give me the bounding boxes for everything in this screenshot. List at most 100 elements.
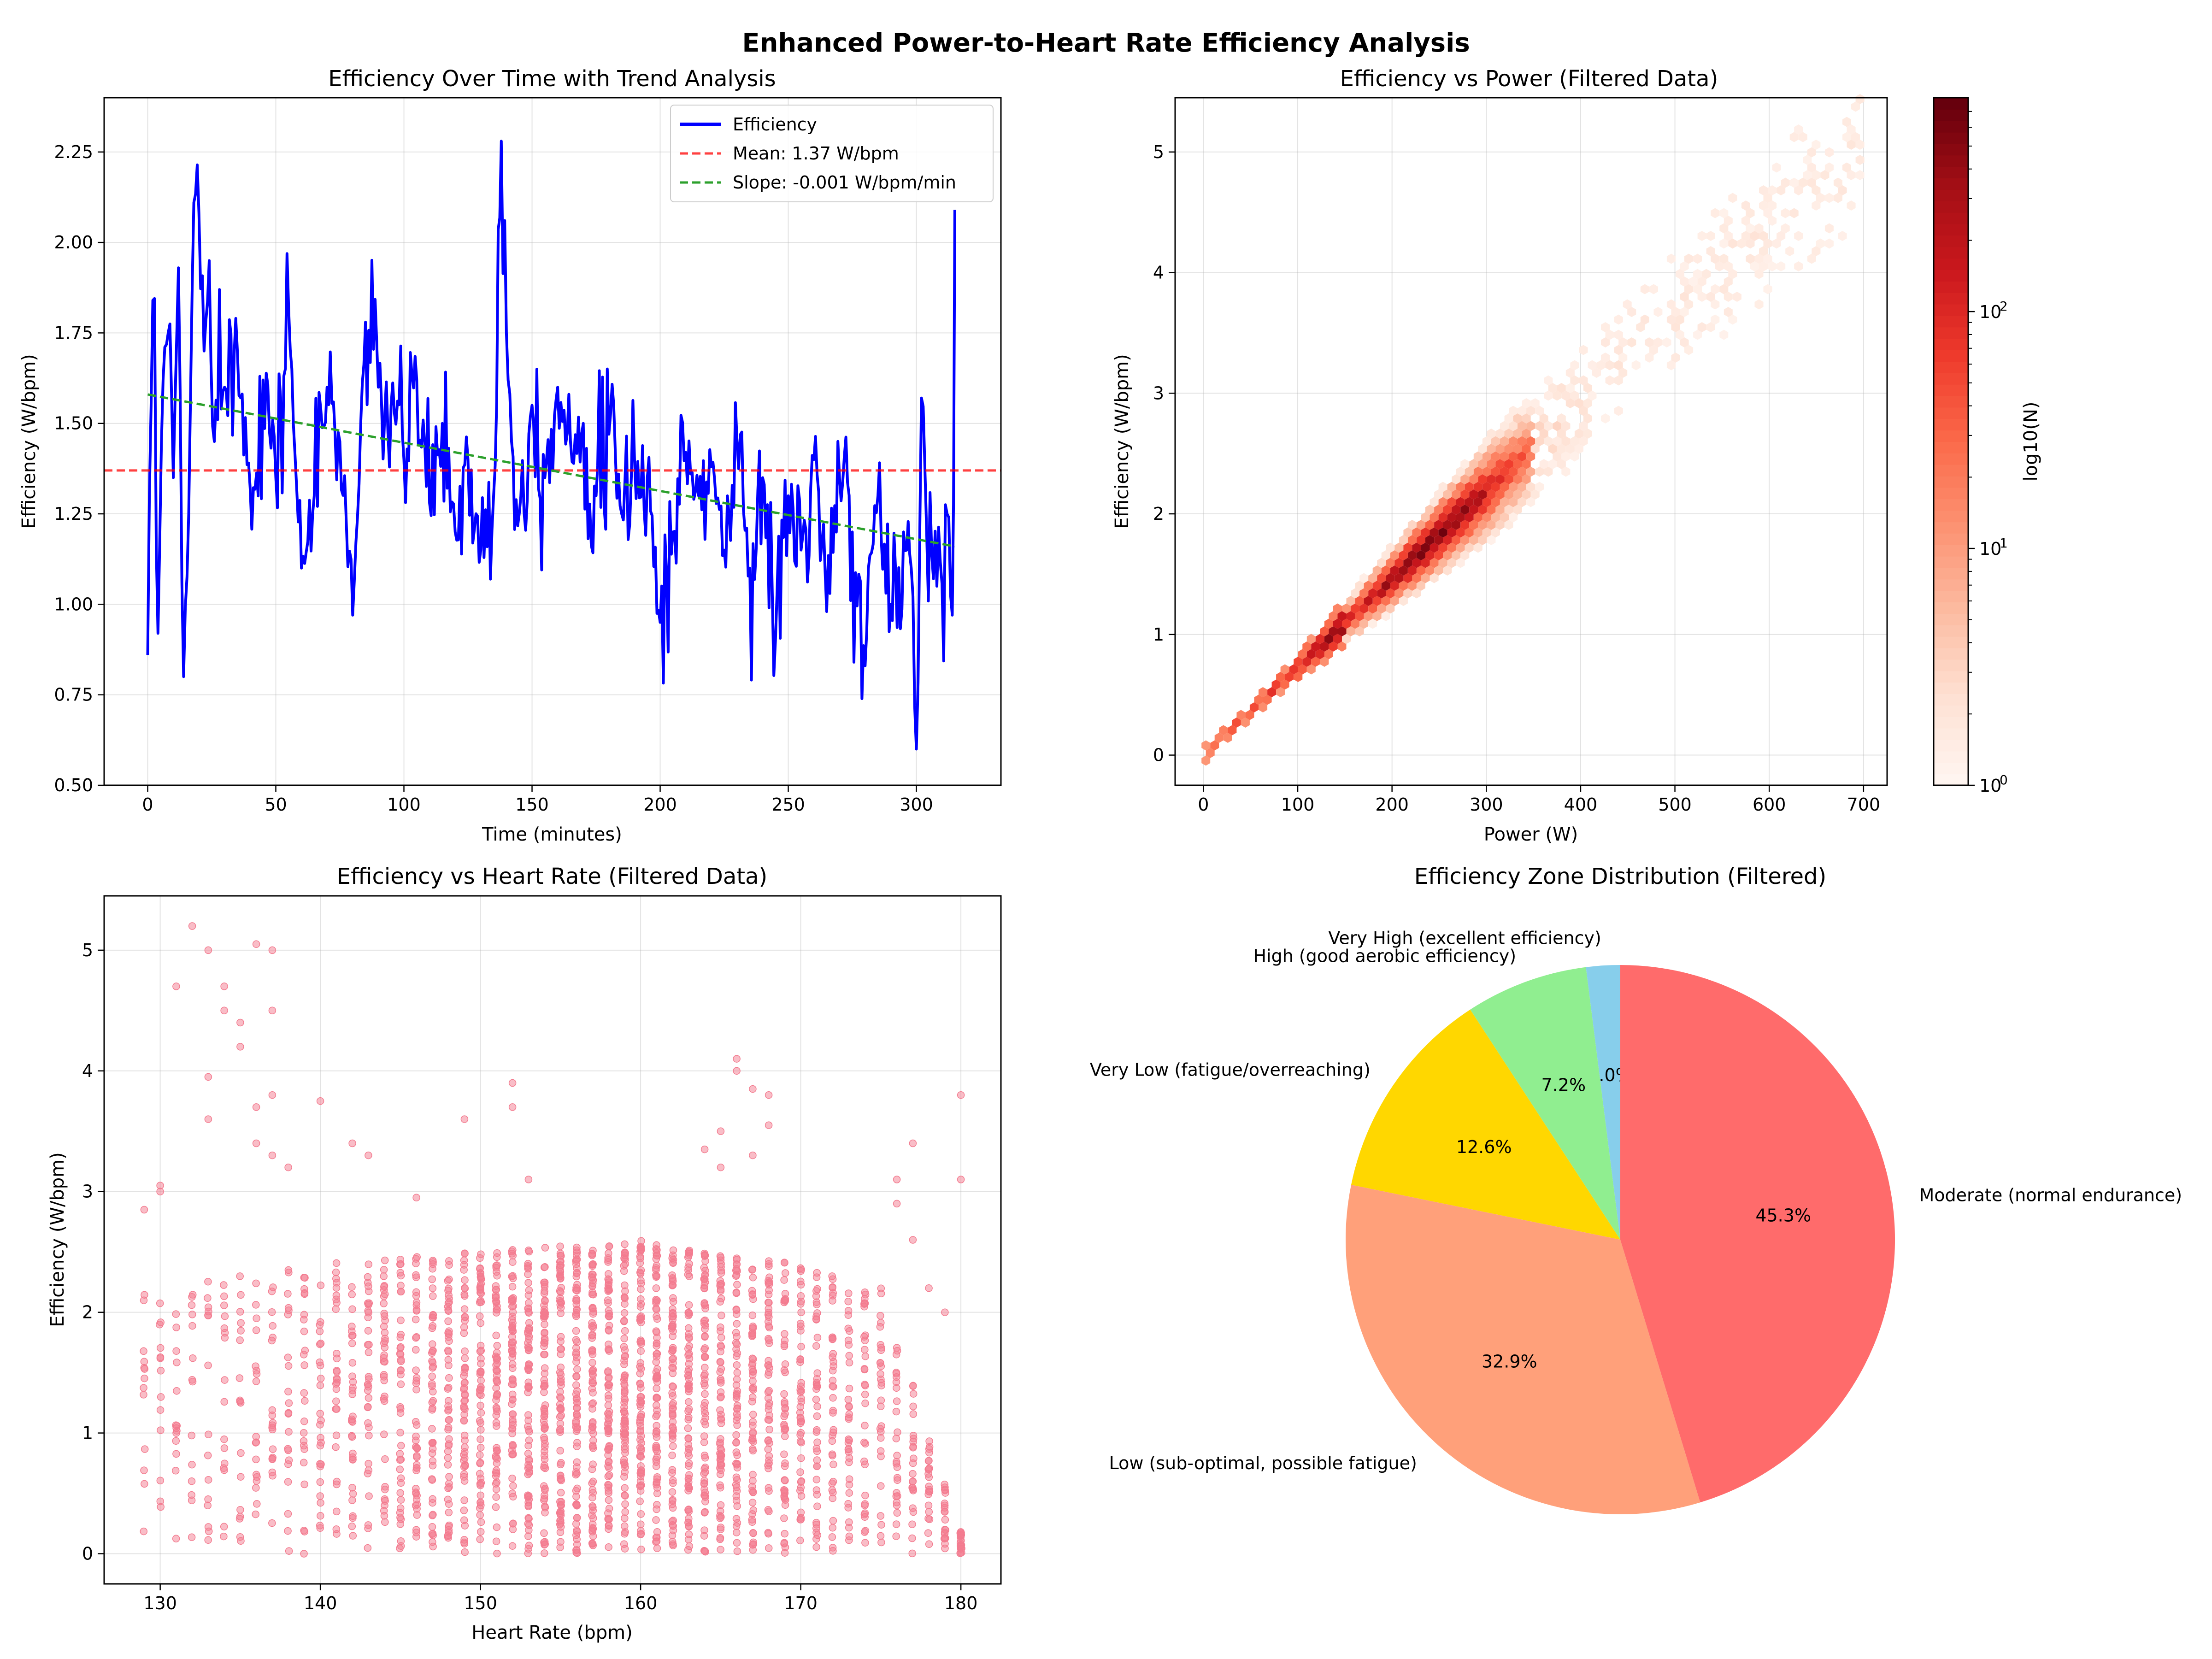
scatter-point (813, 1438, 821, 1446)
scatter-point (524, 1291, 533, 1299)
y-tick-label: 3 (82, 1182, 93, 1202)
scatter-point (220, 1292, 228, 1300)
hexbin-cell (1460, 474, 1470, 484)
scatter-point (668, 1322, 676, 1330)
scatter-point (748, 1516, 756, 1524)
hexbin-cell (1342, 618, 1351, 629)
scatter-point (348, 1290, 356, 1299)
scatter-point (285, 1547, 293, 1555)
scatter-point (620, 1416, 629, 1424)
hexbin-cell (1249, 702, 1259, 712)
scatter-point (556, 1420, 565, 1428)
scatter-point (572, 1350, 580, 1359)
hexbin-cell (1438, 527, 1447, 538)
scatter-point (349, 1456, 357, 1464)
scatter-point (924, 1529, 932, 1537)
hexbin-cell (1746, 253, 1755, 264)
y-tick-label: 0 (1153, 745, 1164, 765)
hexbin-cell (1724, 292, 1733, 302)
scatter-point (380, 1283, 388, 1291)
scatter-point (764, 1394, 772, 1402)
hexbin-cell (1276, 672, 1285, 682)
scatter-point (780, 1259, 788, 1266)
scatter-point (780, 1421, 788, 1429)
x-axis-label: Power (W) (1484, 824, 1578, 845)
hexbin-cell (1724, 307, 1733, 317)
scatter-point (557, 1309, 565, 1318)
hexbin-cell (1460, 520, 1470, 530)
hexbin-cell (1487, 489, 1496, 500)
scatter-point (844, 1324, 852, 1332)
scatter-point (540, 1350, 548, 1359)
scatter-point (396, 1544, 404, 1553)
hexbin-cell (1530, 398, 1540, 408)
scatter-point (893, 1344, 901, 1352)
scatter-point (669, 1382, 677, 1390)
scatter-point (621, 1468, 629, 1476)
scatter-point (716, 1484, 724, 1492)
hexbin-cell (1513, 489, 1522, 500)
scatter-point (509, 1349, 517, 1357)
x-tick-label: 140 (304, 1593, 337, 1613)
scatter-point (556, 1252, 565, 1259)
hexbin-cell (1579, 421, 1588, 431)
hexbin-cell (1421, 512, 1430, 523)
scatter-point (669, 1504, 677, 1512)
scatter-point (556, 1272, 564, 1280)
colorbar-frame (1933, 97, 1969, 786)
scatter-point (541, 1320, 548, 1328)
hexbin-cell (1518, 436, 1527, 447)
scatter-point (140, 1384, 147, 1392)
scatter-point (717, 1414, 725, 1422)
scatter-point (701, 1454, 709, 1462)
scatter-point (860, 1511, 869, 1518)
scatter-point (461, 1249, 469, 1257)
pie-percent-label: 32.9% (1482, 1352, 1537, 1372)
hexbin-cell (1816, 193, 1825, 203)
scatter-point (669, 1442, 677, 1450)
scatter-point-outlier (412, 1194, 420, 1202)
hexbin-cell (1399, 550, 1408, 560)
x-tick-label: 180 (944, 1593, 978, 1613)
hexbin-cell (1640, 314, 1649, 325)
scatter-point (269, 1472, 276, 1480)
scatter-point (637, 1462, 645, 1470)
colorbar-segment (1934, 395, 1968, 408)
scatter-point (877, 1396, 885, 1405)
scatter-point (796, 1355, 804, 1364)
hexbin-cell (1631, 360, 1641, 371)
scatter-point (748, 1265, 757, 1273)
scatter-point (348, 1339, 356, 1347)
scatter-point-outlier (252, 1139, 260, 1147)
scatter-point (877, 1512, 885, 1520)
scatter-point (557, 1488, 565, 1497)
scatter-point (444, 1454, 452, 1462)
scatter-point (493, 1407, 501, 1415)
scatter-point (653, 1401, 660, 1409)
hexbin-cell (1377, 603, 1386, 614)
scatter-point (572, 1260, 580, 1268)
scatter-point (348, 1522, 356, 1530)
scatter-point (204, 1501, 212, 1510)
hexbin-cell (1359, 588, 1369, 599)
scatter-point (684, 1519, 692, 1527)
scatter-point (669, 1281, 677, 1289)
scatter-point (284, 1353, 292, 1361)
hexbin-cell (1381, 550, 1390, 560)
scatter-point (268, 1421, 276, 1430)
scatter-point (380, 1512, 388, 1520)
scatter-point (460, 1404, 468, 1412)
hexbin-cell (1425, 505, 1435, 515)
scatter-point (620, 1459, 628, 1466)
hexbin-cell (1465, 466, 1474, 477)
scatter-point (845, 1448, 853, 1456)
scatter-point (171, 1467, 180, 1475)
scatter-point (636, 1313, 644, 1321)
scatter-point (573, 1252, 581, 1259)
scatter-point (460, 1496, 468, 1504)
hexbin-cell (1447, 527, 1456, 538)
scatter-point (620, 1408, 629, 1416)
scatter-point (604, 1401, 612, 1409)
hexbin-cell (1214, 733, 1224, 743)
